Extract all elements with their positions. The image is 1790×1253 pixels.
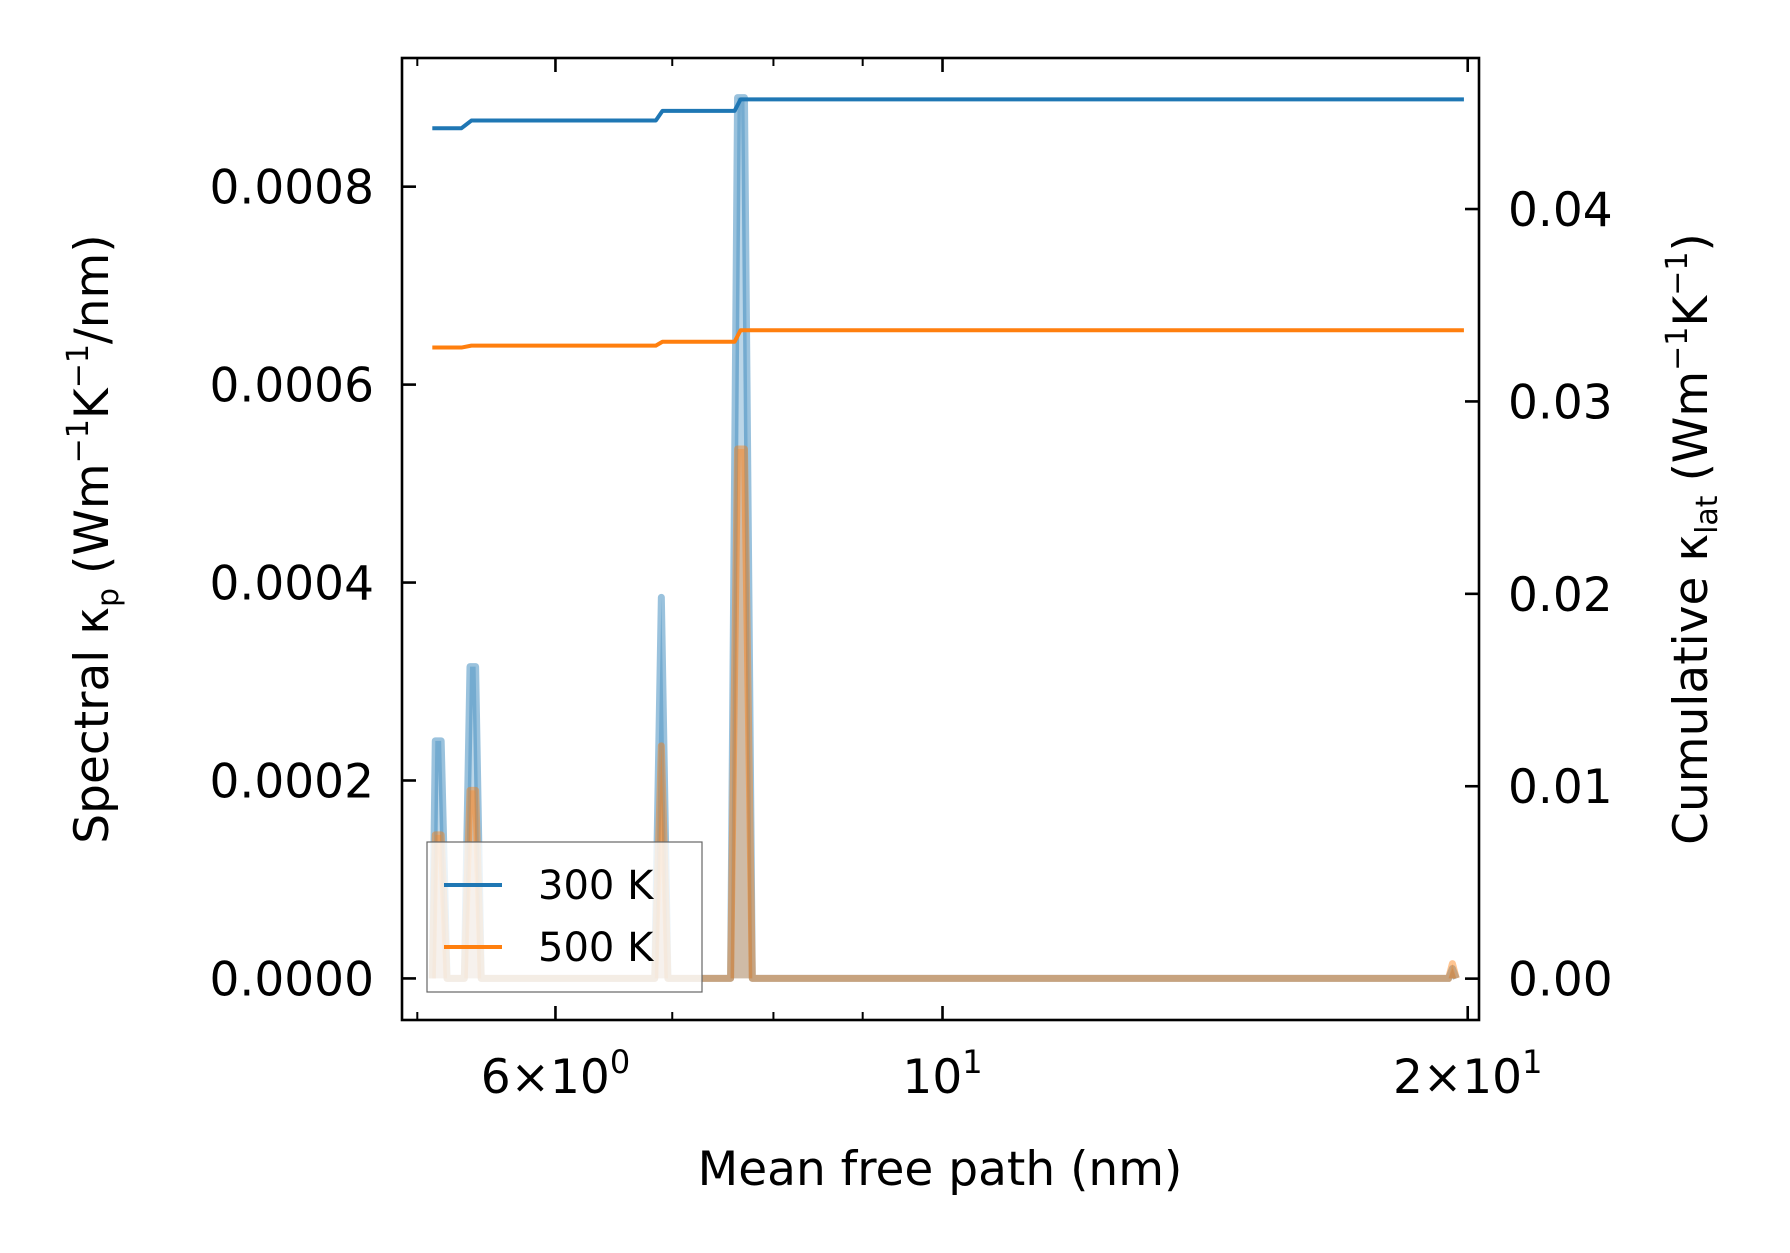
y2-tick-label: 0.00 — [1508, 953, 1613, 1008]
y2-tick-label: 0.04 — [1508, 183, 1613, 238]
legend: 300 K 500 K — [426, 841, 703, 993]
y-tick-label: 0.0002 — [210, 754, 374, 809]
y-tick-label: 0.0000 — [210, 952, 374, 1007]
x-axis-label: Mean free path (nm) — [698, 1142, 1183, 1197]
legend-box — [426, 841, 703, 993]
y2-tick-label: 0.02 — [1508, 568, 1613, 623]
y2-tick-label: 0.03 — [1508, 375, 1613, 430]
x-tick-label: 101 — [902, 1043, 982, 1105]
x-tick-label: 6×100 — [481, 1043, 630, 1105]
y2-tick-label: 0.01 — [1508, 760, 1613, 815]
axes-layer: 6×100 101 2×101 0.0000 0.0002 0.0004 0.0006 0.0… — [210, 58, 1613, 1105]
y2-axis-title: Cumulative κlat(Wm−1K−1) — [1660, 233, 1725, 845]
y-tick-label: 0.0006 — [210, 359, 374, 414]
y-tick-label: 0.0008 — [210, 161, 374, 216]
y-axis-title: Spectral κp(Wm−1K−1/nm) — [61, 234, 126, 843]
y2-axis-label: Cumulative κlat(Wm−1K−1) — [1660, 233, 1725, 845]
cumulative-line-500k — [432, 328, 1464, 350]
cumulative-line-300k — [432, 97, 1464, 131]
legend-label: 300 K — [538, 863, 655, 909]
legend-label: 500 K — [538, 925, 655, 971]
y-axis-label: Spectral κp(Wm−1K−1/nm) — [61, 234, 126, 843]
x-axis-title: Mean free path (nm) — [698, 1142, 1183, 1197]
x-tick-label: 2×101 — [1393, 1043, 1542, 1105]
y-tick-label: 0.0004 — [210, 557, 374, 612]
plot-frame — [400, 56, 1481, 1022]
